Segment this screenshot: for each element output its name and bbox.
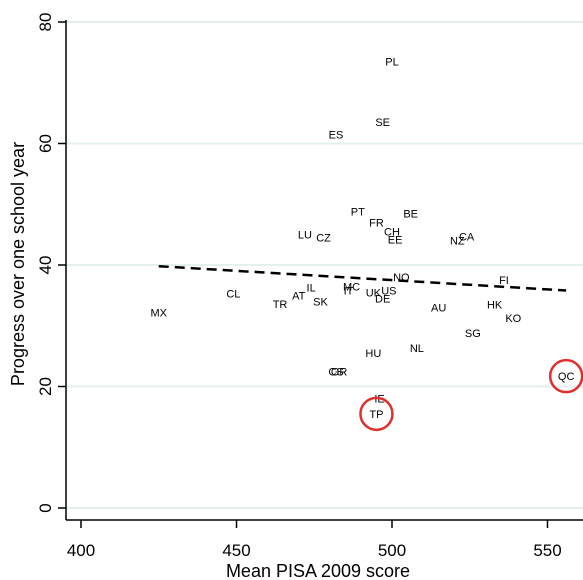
- point-label: CS: [328, 366, 343, 378]
- x-axis-title: Mean PISA 2009 score: [226, 561, 410, 580]
- point-label: FI: [499, 275, 509, 287]
- point-label: KO: [505, 313, 521, 325]
- point-label: AT: [292, 290, 306, 302]
- point-label: SK: [313, 296, 328, 308]
- point-label: CH: [384, 227, 400, 239]
- fit-line: [158, 264, 567, 292]
- point-label: TP: [369, 409, 383, 421]
- highlight-circle: [359, 396, 394, 432]
- point-label: MC: [343, 281, 360, 293]
- point-label: ES: [329, 129, 344, 141]
- point-label: NZ: [450, 236, 465, 248]
- point-label: AU: [431, 303, 446, 315]
- y-tick-label: 20: [36, 377, 55, 396]
- point-label: SG: [465, 328, 481, 340]
- point-label: MX: [151, 307, 168, 319]
- point-label: QC: [558, 371, 575, 383]
- point-label: HU: [365, 348, 381, 360]
- highlight-circle: [548, 358, 583, 394]
- point-label: SE: [375, 117, 390, 129]
- point-label: CZ: [316, 233, 331, 245]
- x-tick-label: 550: [533, 541, 561, 560]
- point-label: GR: [331, 366, 348, 378]
- point-label: UK: [366, 287, 382, 299]
- point-label: EE: [388, 234, 403, 246]
- y-tick-label: 60: [36, 134, 55, 153]
- y-ticks: 0 20 40 60 80: [36, 13, 66, 513]
- x-tick-label: 400: [67, 541, 95, 560]
- point-label: NO: [393, 272, 410, 284]
- point-label: HK: [487, 299, 503, 311]
- point-label: PL: [385, 56, 398, 68]
- point-label: US: [381, 286, 396, 298]
- x-ticks: 400 450 500 550: [67, 520, 562, 560]
- point-label: FR: [369, 217, 384, 229]
- x-tick-label: 500: [378, 541, 406, 560]
- y-tick-label: 0: [36, 503, 55, 512]
- point-label: IL: [307, 282, 316, 294]
- point-label: LU: [298, 230, 312, 242]
- point-label: IE: [374, 394, 384, 406]
- x-tick-label: 450: [222, 541, 250, 560]
- grid-lines: [66, 21, 583, 509]
- point-label: BE: [403, 208, 418, 220]
- point-label: CA: [459, 231, 475, 243]
- point-label: PT: [351, 207, 365, 219]
- point-label: DE: [375, 293, 390, 305]
- y-tick-label: 80: [36, 13, 55, 32]
- point-label: NL: [410, 343, 424, 355]
- y-tick-label: 40: [36, 256, 55, 275]
- axes: [65, 20, 583, 521]
- point-label: IT: [344, 286, 354, 298]
- y-axis-title: Progress over one school year: [8, 142, 28, 386]
- point-label: TR: [273, 299, 288, 311]
- point-label: CL: [226, 289, 240, 301]
